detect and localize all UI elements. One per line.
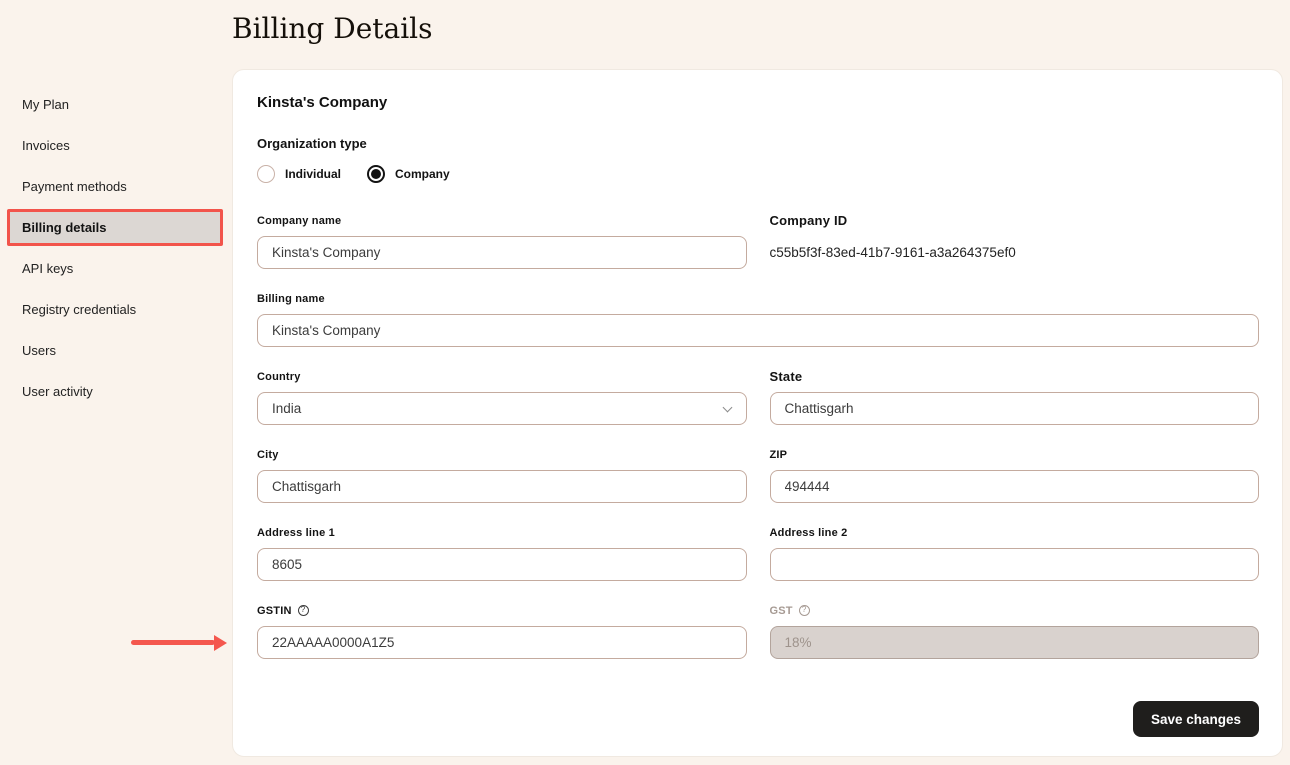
country-label: Country: [257, 370, 747, 384]
gstin-label: GSTIN?: [257, 604, 747, 618]
page-header: Billing Details: [0, 0, 1290, 69]
card-footer: Save changes: [257, 701, 1259, 737]
page-title: Billing Details: [232, 10, 1290, 48]
radio-company[interactable]: Company: [367, 165, 450, 183]
sidebar: My Plan Invoices Payment methods Billing…: [0, 69, 232, 765]
field-gstin: GSTIN?: [257, 604, 747, 659]
sidebar-item-my-plan[interactable]: My Plan: [0, 84, 232, 125]
sidebar-item-api-keys[interactable]: API keys: [0, 248, 232, 289]
field-state: State: [770, 370, 1260, 425]
sidebar-item-billing-details[interactable]: Billing details: [7, 209, 223, 246]
billing-name-label: Billing name: [257, 292, 1259, 306]
radio-individual[interactable]: Individual: [257, 165, 341, 183]
city-label: City: [257, 448, 747, 462]
gst-label: GST?: [770, 604, 1260, 618]
gstin-input[interactable]: [257, 626, 747, 659]
company-id-label: Company ID: [770, 214, 1260, 228]
radio-company-label: Company: [395, 167, 450, 181]
billing-form: Company name Company ID c55b5f3f-83ed-41…: [257, 214, 1259, 659]
help-icon[interactable]: ?: [298, 605, 309, 616]
company-heading: Kinsta's Company: [257, 94, 1259, 112]
radio-individual-label: Individual: [285, 167, 341, 181]
company-id-value: c55b5f3f-83ed-41b7-9161-a3a264375ef0: [770, 245, 1260, 260]
sidebar-item-payment-methods[interactable]: Payment methods: [0, 166, 232, 207]
field-country: Country: [257, 370, 747, 425]
sidebar-item-user-activity[interactable]: User activity: [0, 371, 232, 412]
company-name-input[interactable]: [257, 236, 747, 269]
sidebar-item-invoices[interactable]: Invoices: [0, 125, 232, 166]
field-billing-name: Billing name: [257, 292, 1259, 347]
state-input[interactable]: [770, 392, 1260, 425]
state-label: State: [770, 370, 1260, 384]
billing-name-input[interactable]: [257, 314, 1259, 347]
field-company-id: Company ID c55b5f3f-83ed-41b7-9161-a3a26…: [770, 214, 1260, 269]
address-line-2-label: Address line 2: [770, 526, 1260, 540]
address-line-1-label: Address line 1: [257, 526, 747, 540]
organization-type-label: Organization type: [257, 136, 1259, 152]
billing-details-card: Kinsta's Company Organization type Indiv…: [232, 69, 1283, 757]
save-changes-button[interactable]: Save changes: [1133, 701, 1259, 737]
company-name-label: Company name: [257, 214, 747, 228]
zip-input[interactable]: [770, 470, 1260, 503]
sidebar-item-registry-credentials[interactable]: Registry credentials: [0, 289, 232, 330]
field-zip: ZIP: [770, 448, 1260, 503]
gst-input: [770, 626, 1260, 659]
field-address-line-2: Address line 2: [770, 526, 1260, 581]
help-icon[interactable]: ?: [799, 605, 810, 616]
field-address-line-1: Address line 1: [257, 526, 747, 581]
radio-unchecked-icon[interactable]: [257, 165, 275, 183]
field-company-name: Company name: [257, 214, 747, 269]
zip-label: ZIP: [770, 448, 1260, 462]
sidebar-item-users[interactable]: Users: [0, 330, 232, 371]
organization-type-radio-group: Individual Company: [257, 165, 1259, 183]
address-line-1-input[interactable]: [257, 548, 747, 581]
field-gst: GST?: [770, 604, 1260, 659]
field-city: City: [257, 448, 747, 503]
radio-checked-icon[interactable]: [367, 165, 385, 183]
country-select[interactable]: [257, 392, 747, 425]
address-line-2-input[interactable]: [770, 548, 1260, 581]
content-area: My Plan Invoices Payment methods Billing…: [0, 69, 1290, 765]
city-input[interactable]: [257, 470, 747, 503]
